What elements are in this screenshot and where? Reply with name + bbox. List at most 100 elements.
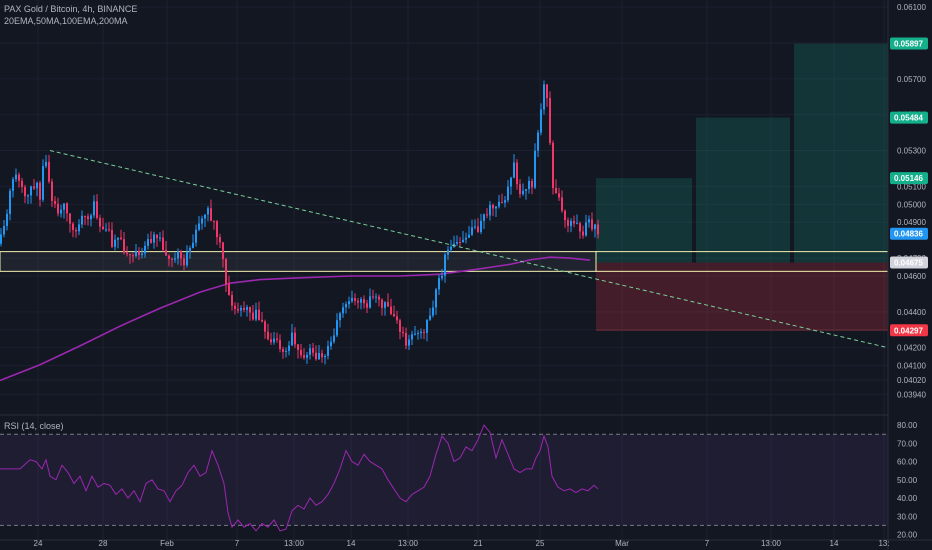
- candle-body-3: [9, 190, 11, 214]
- candle-body-23: [69, 213, 71, 224]
- candle-body-192: [576, 223, 578, 225]
- price-tick-label: 0.05300: [897, 147, 926, 156]
- candle-body-127: [381, 299, 383, 308]
- candle-body-139: [417, 333, 419, 335]
- target-zone: [794, 43, 888, 263]
- candle-body-123: [369, 296, 371, 308]
- rsi-pane: [0, 414, 888, 526]
- candle-body-19: [57, 203, 59, 214]
- price-tick-label: 0.04200: [897, 344, 926, 353]
- time-tick-label: 25: [536, 539, 545, 548]
- candle-body-31: [93, 201, 95, 216]
- candle-body-12: [36, 182, 38, 189]
- candle-body-118: [354, 298, 356, 301]
- candle-body-136: [408, 339, 410, 346]
- time-tick-label: 24: [34, 539, 43, 548]
- candle-body-150: [450, 246, 452, 250]
- candle-body-117: [351, 298, 353, 302]
- candle-body-78: [234, 305, 236, 309]
- candle-body-55: [165, 249, 167, 256]
- candle-body-77: [231, 295, 233, 306]
- candle-body-185: [555, 187, 557, 194]
- ma-line: [0, 256, 591, 382]
- trendline-dashed: [49, 150, 889, 349]
- candle-body-114: [342, 307, 344, 314]
- candle-body-35: [105, 229, 107, 231]
- price-tags: 0.05897 0.05484 0.05146 0.04836 0.04675 0.042…: [890, 37, 928, 337]
- candle-body-21: [63, 203, 65, 210]
- candle-body-74: [222, 242, 224, 260]
- target-zone: [696, 117, 790, 263]
- candle-body-14: [42, 166, 44, 200]
- candle-body-86: [258, 309, 260, 320]
- candle-body-67: [201, 218, 203, 224]
- candle-body-140: [420, 331, 422, 334]
- time-tick-label: Mar: [615, 539, 629, 548]
- candle-body-105: [315, 352, 317, 360]
- candle-body-66: [198, 223, 200, 230]
- candle-body-159: [477, 226, 479, 233]
- candle-body-20: [60, 209, 62, 214]
- candle-body-13: [39, 182, 41, 200]
- candle-body-171: [513, 162, 515, 178]
- candle-body-102: [306, 354, 308, 358]
- candle-body-125: [375, 296, 377, 298]
- price-tag-target: [890, 172, 928, 185]
- candle-body-196: [588, 219, 590, 223]
- candle-body-110: [330, 341, 332, 347]
- candle-body-96: [288, 345, 290, 351]
- candle-body-68: [204, 214, 206, 219]
- candle-body-33: [99, 217, 101, 227]
- candle-body-76: [228, 284, 230, 296]
- candle-body-128: [384, 302, 386, 308]
- candle-body-26: [78, 224, 80, 232]
- price-tick-label: 0.04900: [897, 218, 926, 227]
- time-tick-label: 13:00: [761, 539, 782, 548]
- candle-body-2: [6, 213, 8, 226]
- candle-body-186: [558, 193, 560, 198]
- candle-body-69: [207, 208, 209, 215]
- time-tick-label: 7: [705, 539, 710, 548]
- candle-body-142: [426, 319, 428, 333]
- candle-body-64: [192, 242, 194, 248]
- candle-body-25: [75, 229, 77, 232]
- price-tick-label: 0.04600: [897, 272, 926, 281]
- candle-body-38: [114, 239, 116, 247]
- target-zone: [596, 178, 692, 263]
- candle-body-182: [546, 84, 548, 99]
- time-tick-label: 28: [99, 539, 108, 548]
- candle-body-166: [498, 201, 500, 207]
- candle-body-29: [87, 216, 89, 220]
- candle-body-133: [399, 320, 401, 332]
- candle-body-184: [552, 142, 554, 188]
- candle-body-148: [444, 254, 446, 276]
- candle-body-104: [312, 348, 314, 353]
- candle-body-88: [264, 321, 266, 332]
- candle-body-0: [0, 234, 2, 244]
- candle-body-99: [297, 344, 299, 350]
- candle-body-138: [414, 333, 416, 335]
- candle-body-141: [423, 331, 425, 333]
- candle-body-93: [279, 339, 281, 349]
- candle-body-188: [564, 210, 566, 221]
- candle-body-189: [567, 220, 569, 226]
- candle-body-75: [225, 259, 227, 285]
- price-tick-label: 0.05700: [897, 75, 926, 84]
- candle-body-59: [177, 251, 179, 259]
- candle-body-199: [597, 224, 599, 235]
- candlesticks: [0, 80, 599, 365]
- candle-body-164: [492, 204, 494, 209]
- candle-body-95: [285, 350, 287, 352]
- candle-body-54: [162, 237, 164, 250]
- price-tick-label: 0.05100: [897, 182, 926, 191]
- candle-body-170: [510, 177, 512, 187]
- candle-body-6: [18, 174, 20, 181]
- candle-body-147: [441, 275, 443, 279]
- price-tag-text-target: 0.05146: [894, 174, 923, 183]
- candle-body-187: [561, 197, 563, 211]
- candle-body-113: [339, 313, 341, 321]
- price-tick-label: 0.05000: [897, 200, 926, 209]
- candle-body-4: [12, 179, 14, 191]
